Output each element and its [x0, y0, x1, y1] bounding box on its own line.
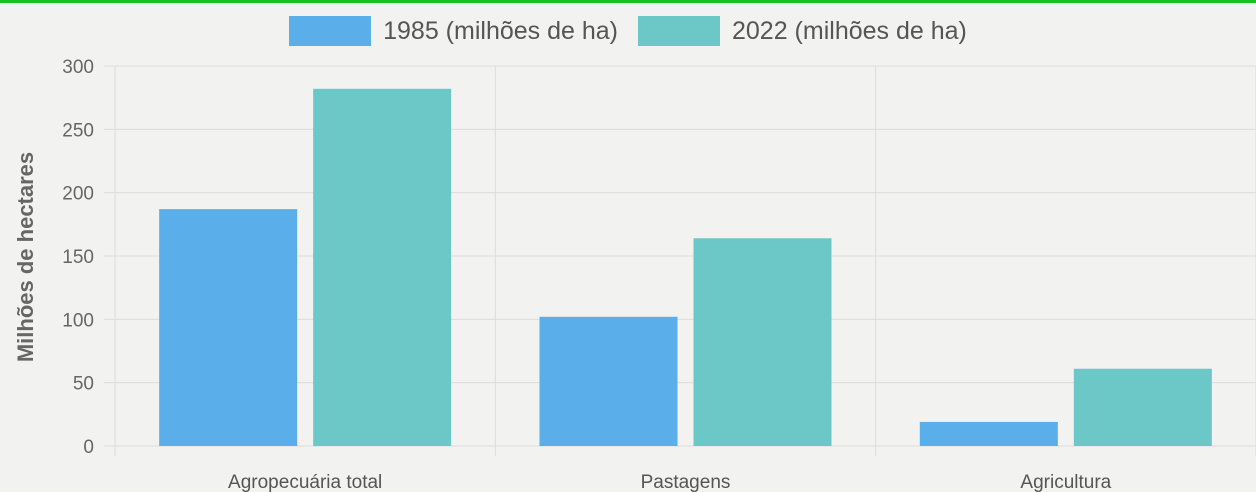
y-tick-label-250: 250	[62, 120, 94, 141]
bar-pastagens-1985	[539, 316, 678, 446]
legend-label-1985: 1985 (milhões de ha)	[383, 16, 618, 45]
x-tick-label-2: Agricultura	[1020, 472, 1111, 492]
legend-label-2022: 2022 (milhões de ha)	[732, 16, 967, 45]
top-accent-border	[0, 0, 1256, 3]
bar-agropecu-ria-total-2022	[313, 88, 452, 447]
bar-agricultura-1985	[919, 421, 1058, 446]
y-tick-label-100: 100	[62, 310, 94, 331]
y-tick-label-0: 0	[83, 437, 94, 458]
y-tick-label-200: 200	[62, 184, 94, 205]
y-tick-label-150: 150	[62, 247, 94, 268]
bar-agricultura-2022	[1073, 368, 1212, 446]
legend-swatch-2022	[638, 16, 720, 46]
y-tick-label-50: 50	[73, 374, 94, 395]
bar-agropecu-ria-total-1985	[159, 209, 298, 446]
x-tick-label-0: Agropecuária total	[228, 472, 382, 492]
legend-swatch-1985	[289, 16, 372, 46]
bar-pastagens-2022	[693, 238, 832, 446]
y-tick-label-300: 300	[62, 57, 94, 78]
x-tick-label-1: Pastagens	[641, 472, 731, 492]
legend-item-1985[interactable]: 1985 (milhões de ha)	[289, 16, 618, 46]
chart-legend: 1985 (milhões de ha) 2022 (milhões de ha…	[0, 16, 1256, 46]
legend-item-2022[interactable]: 2022 (milhões de ha)	[638, 16, 967, 46]
